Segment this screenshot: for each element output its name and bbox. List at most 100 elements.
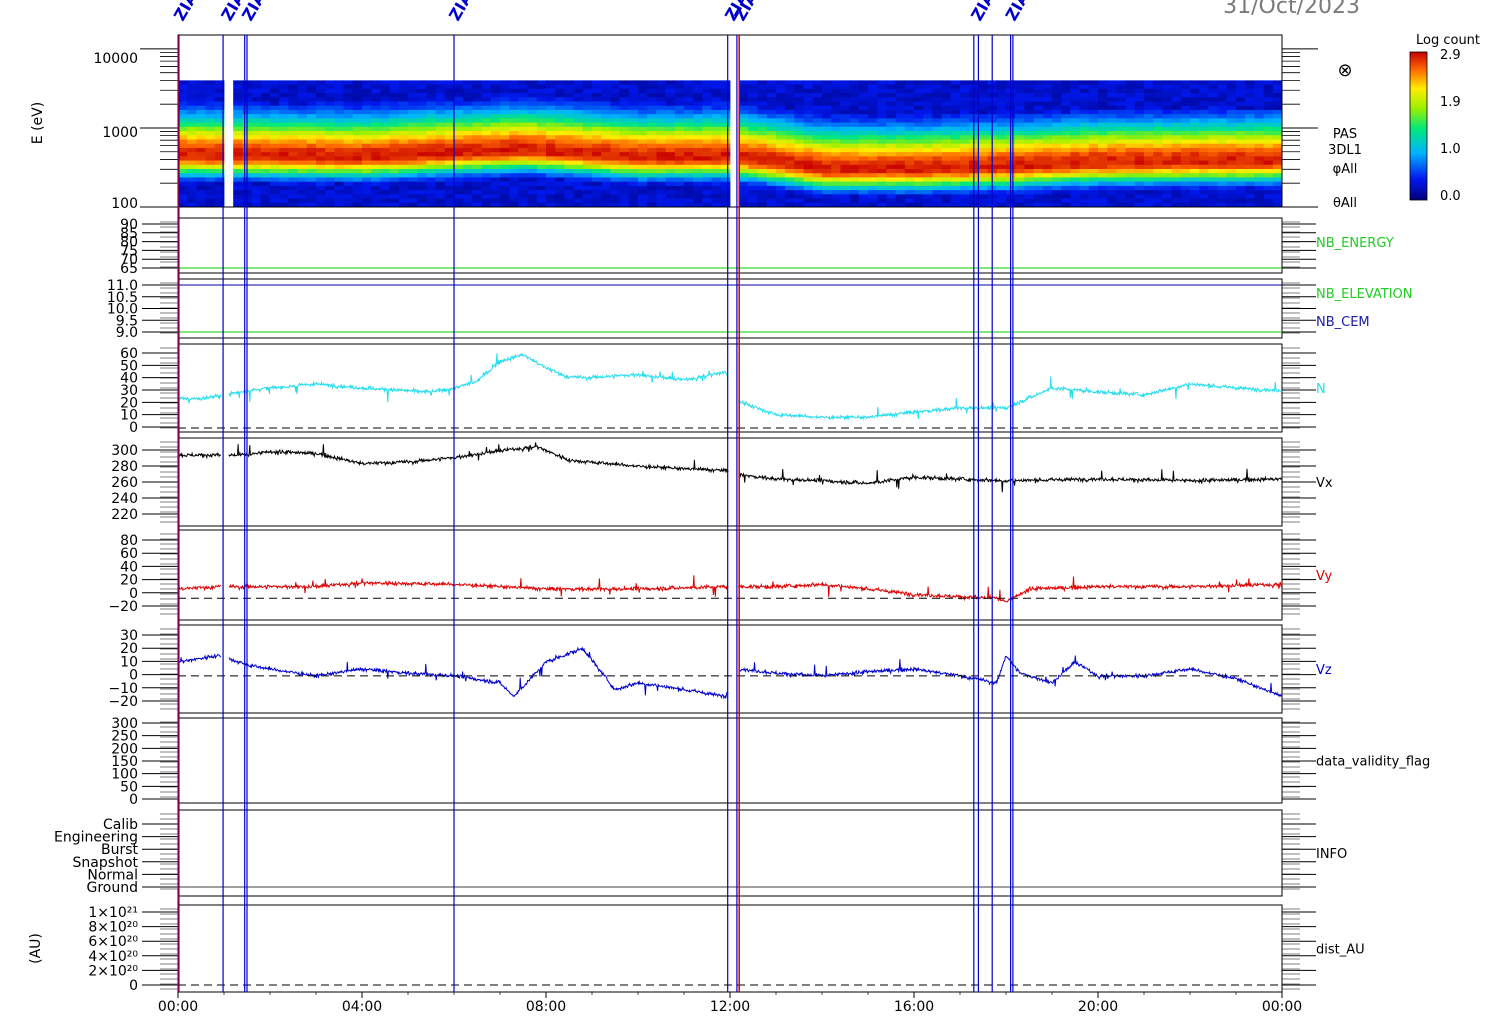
spectrogram-cell	[638, 156, 648, 161]
spectrogram-cell	[214, 160, 225, 166]
spectrogram-cell	[674, 190, 685, 195]
spectrogram-cell	[858, 97, 869, 102]
spectrogram-cell	[1052, 156, 1062, 161]
spectrogram-cell	[656, 84, 666, 90]
spectrogram-cell	[748, 122, 758, 128]
spectrogram-cell	[638, 126, 648, 132]
spectrogram-cell	[1171, 139, 1182, 145]
spectrogram-cell	[638, 88, 648, 94]
spectrogram-cell	[352, 126, 363, 132]
spectrogram-cell	[978, 190, 988, 195]
spectrogram-cell	[1217, 126, 1228, 132]
spectrogram-cell	[435, 139, 446, 145]
spectrogram-cell	[748, 202, 758, 208]
spectrogram-cell	[1061, 122, 1071, 128]
spectrogram-cell	[923, 118, 933, 123]
spectrogram-cell	[362, 202, 372, 208]
spectrogram-cell	[1061, 88, 1071, 94]
spectrogram-cell	[1208, 185, 1218, 191]
spectrogram-cell	[1070, 135, 1080, 140]
spectrogram-cell	[251, 190, 262, 195]
spectrogram-cell	[1024, 105, 1034, 111]
spectrogram-cell	[996, 88, 1007, 94]
spectrogram-cell	[739, 147, 749, 153]
spectrogram-cell	[417, 198, 427, 204]
spectrogram-cell	[739, 185, 749, 191]
spectrogram-cell	[444, 114, 455, 119]
spectrogram-cell	[555, 109, 565, 115]
spectrogram-cell	[785, 173, 795, 178]
spectrogram-cell	[895, 194, 906, 199]
spectrogram-cell	[325, 202, 335, 208]
spectrogram-cell	[1144, 190, 1154, 195]
spectrogram-cell	[1217, 139, 1228, 145]
spectrogram-cell	[334, 173, 344, 178]
spectrogram-cell	[316, 169, 326, 174]
spectrogram-cell	[435, 93, 446, 98]
spectrogram-cell	[1107, 84, 1117, 90]
spectrogram-cell	[260, 169, 271, 174]
spectrogram-cell	[527, 152, 538, 157]
spectrogram-cell	[205, 173, 216, 178]
spectrogram-cell	[316, 84, 326, 90]
spectrogram-cell	[1042, 126, 1053, 132]
spectrogram-cell	[1236, 147, 1246, 153]
spectrogram-cell	[812, 198, 823, 204]
spectrogram-cell	[886, 160, 896, 166]
spectrogram-cell	[950, 177, 961, 183]
spectrogram-cell	[1098, 118, 1108, 123]
spectrogram-cell	[1098, 164, 1108, 170]
spectrogram-cell	[527, 139, 538, 145]
spectrogram-cell	[1042, 169, 1053, 174]
spectrogram-cell	[536, 109, 547, 115]
spectrogram-cell	[454, 169, 464, 174]
spectrogram-cell	[288, 152, 298, 157]
spectrogram-cell	[509, 84, 519, 90]
spectrogram-cell	[978, 152, 988, 157]
spectrogram-cell	[1070, 152, 1080, 157]
spectrogram-cell	[214, 177, 225, 183]
spectrogram-cell	[398, 198, 409, 204]
spectrogram-cell	[628, 194, 639, 199]
spectrogram-cell	[904, 177, 915, 183]
spectrogram-cell	[233, 84, 243, 90]
spectrogram-cell	[647, 185, 657, 191]
spectrogram-cell	[812, 143, 823, 149]
spectrogram-cell	[408, 190, 418, 195]
spectrogram-cell	[196, 139, 206, 145]
spectrogram-cell	[803, 80, 814, 85]
spectrogram-cell	[500, 84, 510, 90]
spectrogram-cell	[178, 181, 188, 187]
spectrogram-cell	[1088, 181, 1099, 187]
spectrogram-cell	[352, 97, 363, 102]
spectrogram-cell	[858, 169, 869, 174]
spectrogram-cell	[923, 139, 933, 145]
spectrogram-cell	[1217, 131, 1228, 136]
spectrogram-cell	[1217, 114, 1228, 119]
spectrogram-cell	[592, 105, 602, 111]
spectrogram-cell	[509, 152, 519, 157]
spectrogram-cell	[426, 194, 436, 199]
spectrogram-cell	[426, 88, 436, 94]
spectrogram-cell	[1088, 190, 1099, 195]
spectrogram-cell	[996, 177, 1007, 183]
spectrogram-cell	[472, 114, 482, 119]
spectrogram-cell	[628, 177, 639, 183]
spectrogram-cell	[316, 88, 326, 94]
spectrogram-cell	[941, 122, 952, 128]
spectrogram-cell	[886, 126, 896, 132]
spectrogram-cell	[858, 173, 869, 178]
spectrogram-cell	[822, 181, 832, 187]
spectrogram-cell	[1125, 109, 1136, 115]
spectrogram-cell	[527, 118, 538, 123]
spectrogram-cell	[426, 114, 436, 119]
spectrogram-cell	[610, 147, 620, 153]
spectrogram-cell	[260, 152, 271, 157]
spectrogram-cell	[638, 84, 648, 90]
spectrogram-cell	[996, 97, 1007, 102]
spectrogram-cell	[1217, 135, 1228, 140]
spectrogram-cell	[647, 80, 657, 85]
spectrogram-cell	[601, 93, 611, 98]
spectrogram-cell	[481, 109, 492, 115]
panel-frame	[177, 529, 1283, 621]
